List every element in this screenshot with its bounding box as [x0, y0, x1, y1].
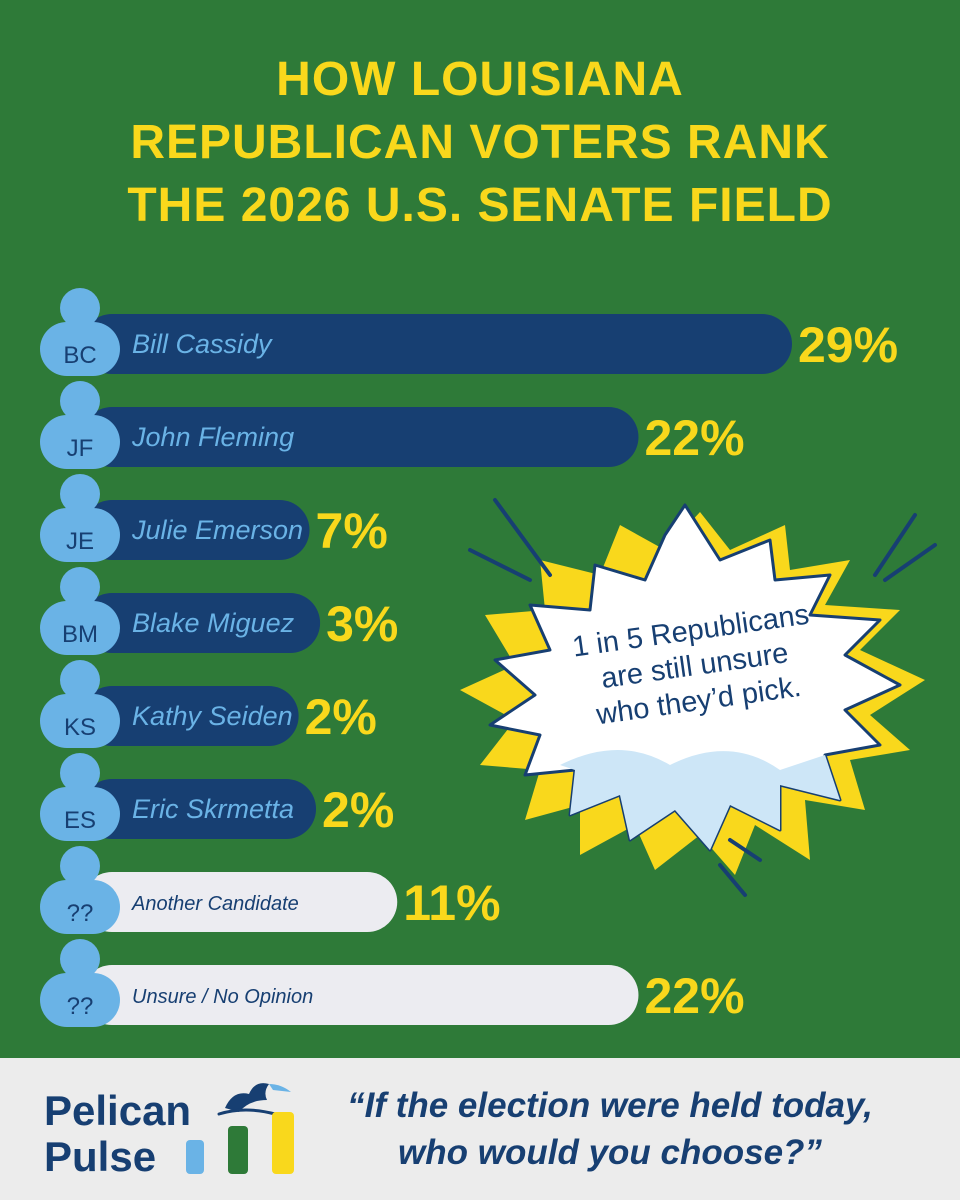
bar-label-1: Bill Cassidy: [132, 329, 273, 359]
avatar-initials-8: ??: [67, 993, 94, 1020]
brand-name-line-2: Pulse: [44, 1133, 157, 1180]
value-label-2: 22%: [644, 410, 744, 466]
callout-ray: [493, 498, 552, 577]
avatar-initials-7: ??: [67, 900, 94, 927]
callout-ray: [468, 548, 532, 582]
avatar-head-6: [60, 753, 100, 793]
bar-1: [82, 314, 792, 374]
quote-line-1: “If the election were held today,: [347, 1086, 873, 1125]
value-label-1: 29%: [798, 317, 898, 373]
bar-label-2: John Fleming: [131, 422, 294, 452]
bar-4: [82, 593, 321, 653]
bar-label-3: Julie Emerson: [131, 515, 303, 545]
avatar-head-5: [60, 660, 100, 700]
bar-7: [82, 872, 398, 932]
avatar-head-2: [60, 381, 100, 421]
avatar-body-3: [40, 508, 120, 562]
bar-8: [82, 965, 639, 1025]
chart-title: HOW LOUISIANA REPUBLICAN VOTERS RANK THE…: [0, 48, 960, 237]
brand-name-line-1: Pelican: [44, 1087, 192, 1134]
bar-label-7: Another Candidate: [131, 893, 299, 915]
callout-burst: 1 in 5 Republicans are still unsure who …: [460, 498, 937, 897]
avatar-head-8: [60, 939, 100, 979]
avatar-initials-1: BC: [63, 342, 96, 369]
value-label-3: 7%: [316, 503, 388, 559]
avatar-body-1: [40, 322, 120, 376]
quote-line-2: who would you choose?”: [398, 1133, 822, 1172]
brand-logo: Pelican Pulse: [44, 1088, 191, 1180]
title-line-3: THE 2026 U.S. SENATE FIELD: [127, 179, 833, 232]
bar-label-8: Unsure / No Opinion: [132, 986, 313, 1008]
avatar-body-4: [40, 601, 120, 655]
bar-label-5: Kathy Seiden: [132, 701, 293, 731]
footer: Pelican Pulse “If the election were held…: [0, 1058, 960, 1200]
logo-bar-green: [228, 1126, 248, 1174]
logo-bar-yellow: [272, 1112, 294, 1174]
avatar-initials-2: JF: [67, 435, 94, 462]
avatar-head-3: [60, 474, 100, 514]
value-label-7: 11%: [403, 875, 500, 931]
avatar-head-7: [60, 846, 100, 886]
bar-6: [82, 779, 317, 839]
avatar-body-7: [40, 880, 120, 934]
title-line-1: HOW LOUISIANA: [276, 53, 684, 106]
bar-label-6: Eric Skrmetta: [132, 794, 294, 824]
callout-ray: [883, 543, 937, 582]
callout-ray: [718, 863, 747, 897]
value-label-6: 2%: [322, 782, 394, 838]
value-label-4: 3%: [326, 596, 398, 652]
bar-3: [82, 500, 310, 560]
value-label-5: 2%: [305, 689, 377, 745]
avatar-body-2: [40, 415, 120, 469]
bar-chart: BC Bill Cassidy 29% JF John Fleming 22% JE Juli…: [40, 288, 898, 1027]
callout-burst-shading: [560, 750, 840, 850]
avatar-initials-4: BM: [62, 621, 98, 648]
callout-ray: [873, 513, 917, 577]
value-label-8: 22%: [644, 968, 744, 1024]
title-line-2: REPUBLICAN VOTERS RANK: [130, 116, 830, 169]
avatar-initials-3: JE: [66, 528, 94, 555]
bar-5: [82, 686, 299, 746]
avatar-body-8: [40, 973, 120, 1027]
bar-2: [82, 407, 639, 467]
avatar-head-1: [60, 288, 100, 328]
logo-bar-blue: [186, 1140, 204, 1174]
pelican-icon: [217, 1083, 291, 1116]
avatar-initials-5: KS: [64, 714, 96, 741]
callout-ray: [728, 838, 762, 862]
bar-label-4: Blake Miguez: [132, 608, 295, 638]
avatar-body-6: [40, 787, 120, 841]
avatar-initials-6: ES: [64, 807, 96, 834]
avatar-body-5: [40, 694, 120, 748]
avatar-head-4: [60, 567, 100, 607]
footer-quote: “If the election were held today, who wo…: [300, 1082, 920, 1176]
